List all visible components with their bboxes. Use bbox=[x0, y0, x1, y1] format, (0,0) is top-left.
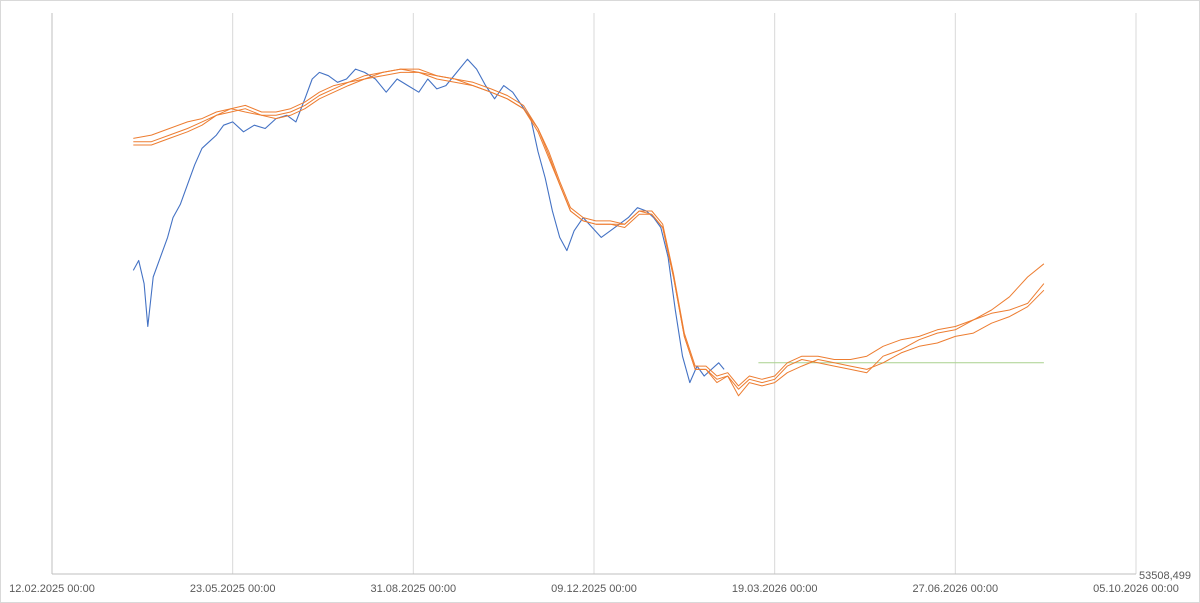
x-tick-label-5: 27.06.2026 00:00 bbox=[913, 583, 999, 595]
x-tick-label-2: 31.08.2025 00:00 bbox=[371, 583, 457, 595]
x-tick-label-6: 05.10.2026 00:00 bbox=[1093, 583, 1179, 595]
x-axis: 12.02.2025 00:00 23.05.2025 00:00 31.08.20… bbox=[9, 570, 1191, 595]
series-lines bbox=[132, 58, 1045, 397]
gridlines bbox=[51, 13, 1137, 574]
series-line-forecast-2 bbox=[133, 68, 1045, 387]
y-axis-corner-label: 53508,499 bbox=[1139, 570, 1191, 582]
x-tick-label-4: 19.03.2026 00:00 bbox=[732, 583, 818, 595]
x-tick-label-1: 23.05.2025 00:00 bbox=[190, 583, 276, 595]
series-line-actual bbox=[132, 58, 725, 384]
series-line-forecast-3 bbox=[133, 68, 1045, 390]
x-tick-label-3: 09.12.2025 00:00 bbox=[551, 583, 637, 595]
series-line-forecast bbox=[133, 71, 1045, 397]
x-tick-label-0: 12.02.2025 00:00 bbox=[9, 583, 95, 595]
